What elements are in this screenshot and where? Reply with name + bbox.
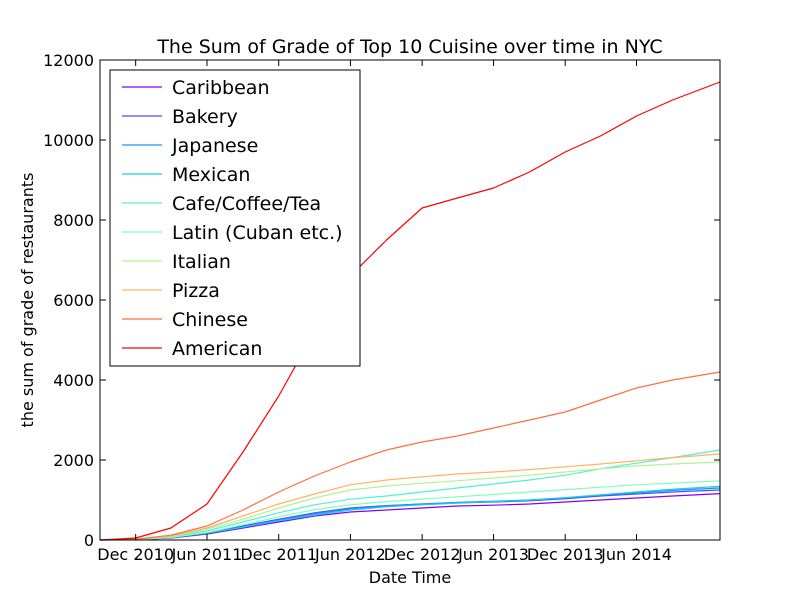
y-axis-title: the sum of grade of restaurants [18, 173, 37, 428]
x-tick-label: Jun 2012 [314, 545, 386, 564]
series-line-american [99, 81, 721, 541]
y-tick-label: 8000 [53, 211, 94, 230]
legend-label: Bakery [172, 106, 238, 128]
series-line-mexican [99, 485, 721, 541]
y-tick-label: 4000 [53, 371, 94, 390]
legend-label: Caribbean [172, 77, 270, 99]
x-tick-label: Jun 2014 [600, 545, 672, 564]
x-tick-label: Jun 2011 [171, 545, 243, 564]
legend-label: Japanese [171, 135, 258, 157]
series-line-pizza [99, 453, 721, 541]
legend-label: Mexican [172, 164, 250, 186]
x-axis-title: Date Time [369, 568, 451, 587]
series-layer [99, 81, 721, 541]
legend-label: Pizza [172, 280, 220, 302]
legend-label: Chinese [172, 309, 248, 331]
legend-box [109, 69, 361, 367]
series-line-italian [99, 461, 721, 541]
legend-label: Cafe/Coffee/Tea [172, 193, 321, 215]
x-tick-label: Dec 2012 [384, 545, 461, 564]
y-tick-label: 0 [84, 531, 94, 550]
x-tick-label: Dec 2013 [527, 545, 604, 564]
x-tick-label: Jun 2013 [457, 545, 529, 564]
series-line-latin-cuban-etc [99, 480, 721, 541]
y-tick-label: 10000 [43, 131, 94, 150]
chart-title: The Sum of Grade of Top 10 Cuisine over … [156, 36, 662, 58]
x-tick-label: Dec 2010 [97, 545, 174, 564]
legend-label: Latin (Cuban etc.) [172, 222, 343, 244]
series-line-chinese [99, 371, 721, 541]
y-tick-label: 2000 [53, 451, 94, 470]
y-tick-label: 12000 [43, 51, 94, 70]
legend-label: Italian [172, 251, 231, 273]
series-line-caribbean [99, 493, 721, 541]
y-tick-label: 6000 [53, 291, 94, 310]
legend: Caribbean Bakery Japanese Mexican Cafe/Coffe… [109, 69, 361, 367]
x-tick-label: Dec 2011 [240, 545, 317, 564]
legend-label: American [172, 338, 262, 360]
